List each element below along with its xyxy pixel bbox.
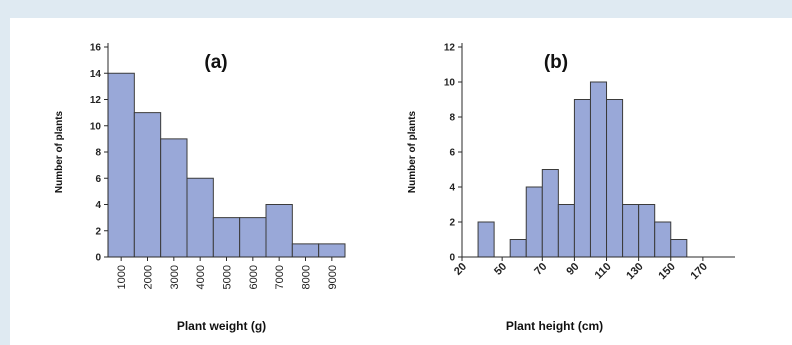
x-tick-label: 8000: [301, 265, 313, 289]
bar: [107, 72, 135, 258]
y-tick-label: 2: [95, 226, 101, 237]
bar: [670, 239, 688, 258]
y-axis-label: Number of plants: [54, 110, 65, 193]
x-axis-label: Plant height (cm): [506, 319, 603, 333]
y-tick-label: 14: [90, 69, 102, 80]
y-tick-label: 6: [95, 174, 101, 185]
bar: [525, 186, 543, 258]
y-tick-label: 10: [90, 121, 102, 132]
x-tick-label: 1000: [116, 265, 128, 289]
y-tick-label: 0: [95, 253, 101, 264]
x-tick-label: 70: [532, 261, 549, 278]
x-tick-label: 110: [593, 261, 614, 282]
x-tick-label: 5000: [222, 265, 234, 289]
y-tick-label: 2: [449, 218, 455, 229]
x-tick-label: 90: [564, 261, 581, 278]
x-tick-label: 150: [656, 261, 677, 282]
y-tick-label: 12: [444, 43, 456, 54]
y-tick-label: 8: [95, 148, 101, 159]
bar: [606, 99, 624, 258]
panel-label: (a): [204, 52, 227, 73]
y-tick-label: 16: [90, 43, 102, 54]
x-tick-label: 3000: [169, 265, 181, 289]
bar: [133, 112, 162, 258]
x-tick-label: 9000: [327, 265, 339, 289]
x-tick-label: 6000: [248, 265, 260, 289]
x-tick-label: 7000: [274, 265, 286, 289]
bar: [212, 217, 241, 258]
y-tick-label: 10: [444, 78, 456, 89]
bar: [160, 138, 188, 258]
x-tick-label: 2000: [143, 265, 155, 289]
bar: [622, 204, 640, 258]
x-tick-label: 50: [492, 261, 509, 278]
figure-frame: 0 2 4 6 8 10 12 14 16 1000 2000 3000 4000 5000 6000 700…: [10, 18, 792, 345]
y-tick-label: 8: [449, 113, 455, 124]
bar: [573, 99, 591, 258]
y-tick-label: 6: [449, 148, 455, 159]
y-tick-label: 0: [449, 253, 455, 264]
bar: [509, 239, 527, 258]
bar: [638, 204, 656, 258]
x-tick-label: 130: [624, 261, 645, 282]
bar: [589, 81, 608, 258]
bar: [557, 204, 575, 258]
bar: [541, 169, 559, 258]
bar: [186, 177, 214, 258]
bar: [477, 221, 495, 258]
y-tick-label: 4: [95, 200, 101, 211]
panel-label: (b): [544, 52, 568, 73]
x-tick-label: 4000: [195, 265, 207, 289]
y-tick-label: 4: [449, 183, 455, 194]
x-axis-label: Plant weight (g): [177, 319, 266, 333]
histogram-plant-weight: 0 2 4 6 8 10 12 14 16 1000 2000 3000 4000 5000 6000 700…: [54, 43, 346, 333]
x-tick-label: 170: [689, 261, 710, 282]
y-tick-label: 12: [90, 95, 102, 106]
bar: [318, 243, 346, 258]
bar: [265, 204, 293, 258]
bar: [291, 243, 320, 258]
bar: [654, 221, 672, 258]
y-axis-label: Number of plants: [407, 110, 418, 193]
bar: [239, 217, 267, 258]
